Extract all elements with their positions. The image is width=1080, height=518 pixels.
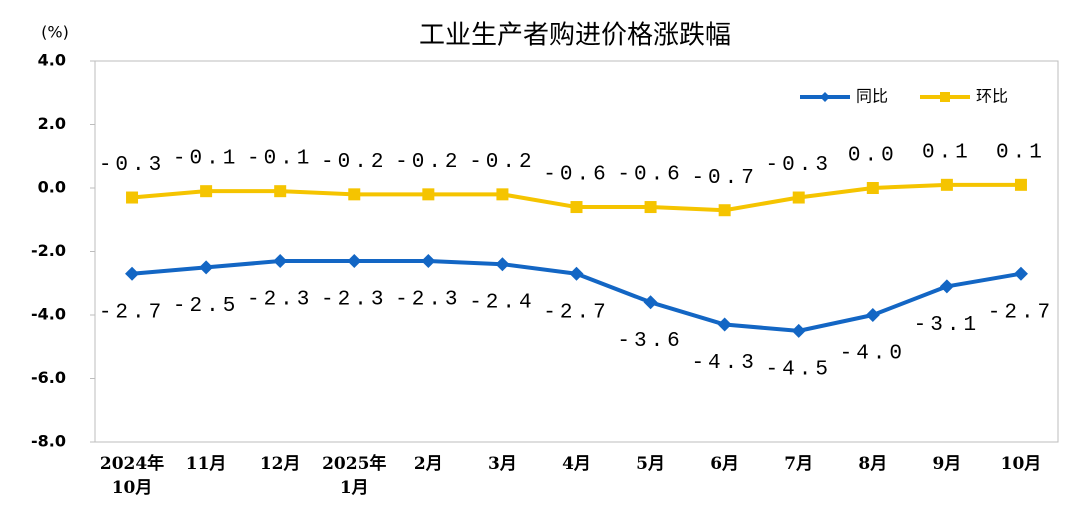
data-label: -0.3 [766, 154, 832, 177]
data-label: 0.1 [922, 141, 972, 164]
data-label: -0.6 [617, 164, 683, 187]
data-label: -0.3 [99, 154, 165, 177]
data-label: -0.6 [543, 164, 609, 187]
data-label: -0.7 [691, 167, 757, 190]
marker [273, 254, 288, 269]
data-label: -4.5 [766, 358, 832, 381]
y-tick-label: 2.0 [38, 114, 66, 133]
marker [199, 260, 214, 275]
marker [791, 323, 806, 338]
data-label: -0.2 [321, 151, 387, 174]
x-tick-label: 2月 [413, 454, 443, 474]
marker [126, 191, 139, 204]
y-tick-label: 0.0 [38, 178, 66, 197]
y-tick-label: -8.0 [31, 432, 66, 451]
data-label: -2.7 [988, 301, 1054, 324]
data-label: -2.3 [247, 289, 313, 312]
x-tick-label: 11月 [185, 454, 227, 474]
marker [347, 254, 362, 269]
x-tick-label: 6月 [710, 454, 740, 474]
marker [939, 279, 954, 294]
data-label: -4.3 [691, 352, 757, 375]
marker [496, 188, 509, 201]
y-tick-label: -4.0 [31, 305, 66, 324]
x-tick-label: 5月 [636, 454, 665, 474]
marker [940, 178, 953, 191]
marker [792, 191, 805, 204]
legend-label: 环比 [976, 87, 1008, 106]
data-label: -2.3 [321, 289, 387, 312]
marker [569, 266, 584, 281]
data-label: 0.0 [848, 145, 898, 168]
x-tick-label: 8月 [858, 454, 888, 474]
marker [274, 185, 287, 198]
y-tick-label: -6.0 [31, 368, 66, 387]
x-tick-label: 12月 [259, 454, 301, 474]
y-tick-label: 4.0 [38, 51, 66, 70]
plot-frame [94, 60, 1059, 443]
x-tick-label: 9月 [932, 454, 962, 474]
legend-marker [940, 92, 950, 102]
chart-title: 工业生产者购进价格涨跌幅 [419, 21, 731, 51]
data-label: -2.5 [173, 295, 239, 318]
marker [866, 182, 879, 194]
x-tick-label: 3月 [488, 454, 517, 474]
data-label: -0.1 [173, 148, 239, 171]
legend-label: 同比 [856, 87, 888, 106]
data-label: -0.1 [247, 148, 313, 171]
x-tick-label: 10月 [1000, 454, 1042, 474]
data-label: -4.0 [840, 343, 906, 366]
x-tick-label: 2025年 1月 [322, 454, 387, 498]
y-tick-label: -2.0 [31, 241, 66, 260]
data-label: -2.7 [99, 301, 165, 324]
data-label: -3.6 [617, 330, 683, 353]
marker [644, 201, 657, 214]
marker [348, 188, 361, 201]
data-label: 0.1 [996, 141, 1046, 164]
x-tick-label: 7月 [784, 454, 814, 474]
marker [643, 295, 658, 310]
marker [717, 317, 732, 332]
marker [1013, 266, 1028, 281]
marker [570, 201, 583, 214]
x-tick-label: 2024年 10月 [99, 454, 165, 498]
y-unit: (%) [41, 23, 69, 42]
data-label: -2.4 [469, 292, 535, 315]
marker [125, 266, 140, 281]
marker [200, 185, 213, 198]
data-label: -2.7 [543, 301, 609, 324]
marker [1014, 178, 1027, 191]
x-tick-label: 4月 [562, 454, 591, 474]
data-label: -0.2 [469, 151, 535, 174]
data-label: -3.1 [914, 314, 980, 337]
legend-marker [820, 92, 830, 102]
marker [421, 254, 436, 269]
data-label: -0.2 [395, 151, 461, 174]
marker [865, 308, 880, 322]
marker [422, 188, 435, 201]
marker [718, 204, 731, 217]
marker [495, 257, 510, 272]
data-label: -2.3 [395, 289, 461, 312]
